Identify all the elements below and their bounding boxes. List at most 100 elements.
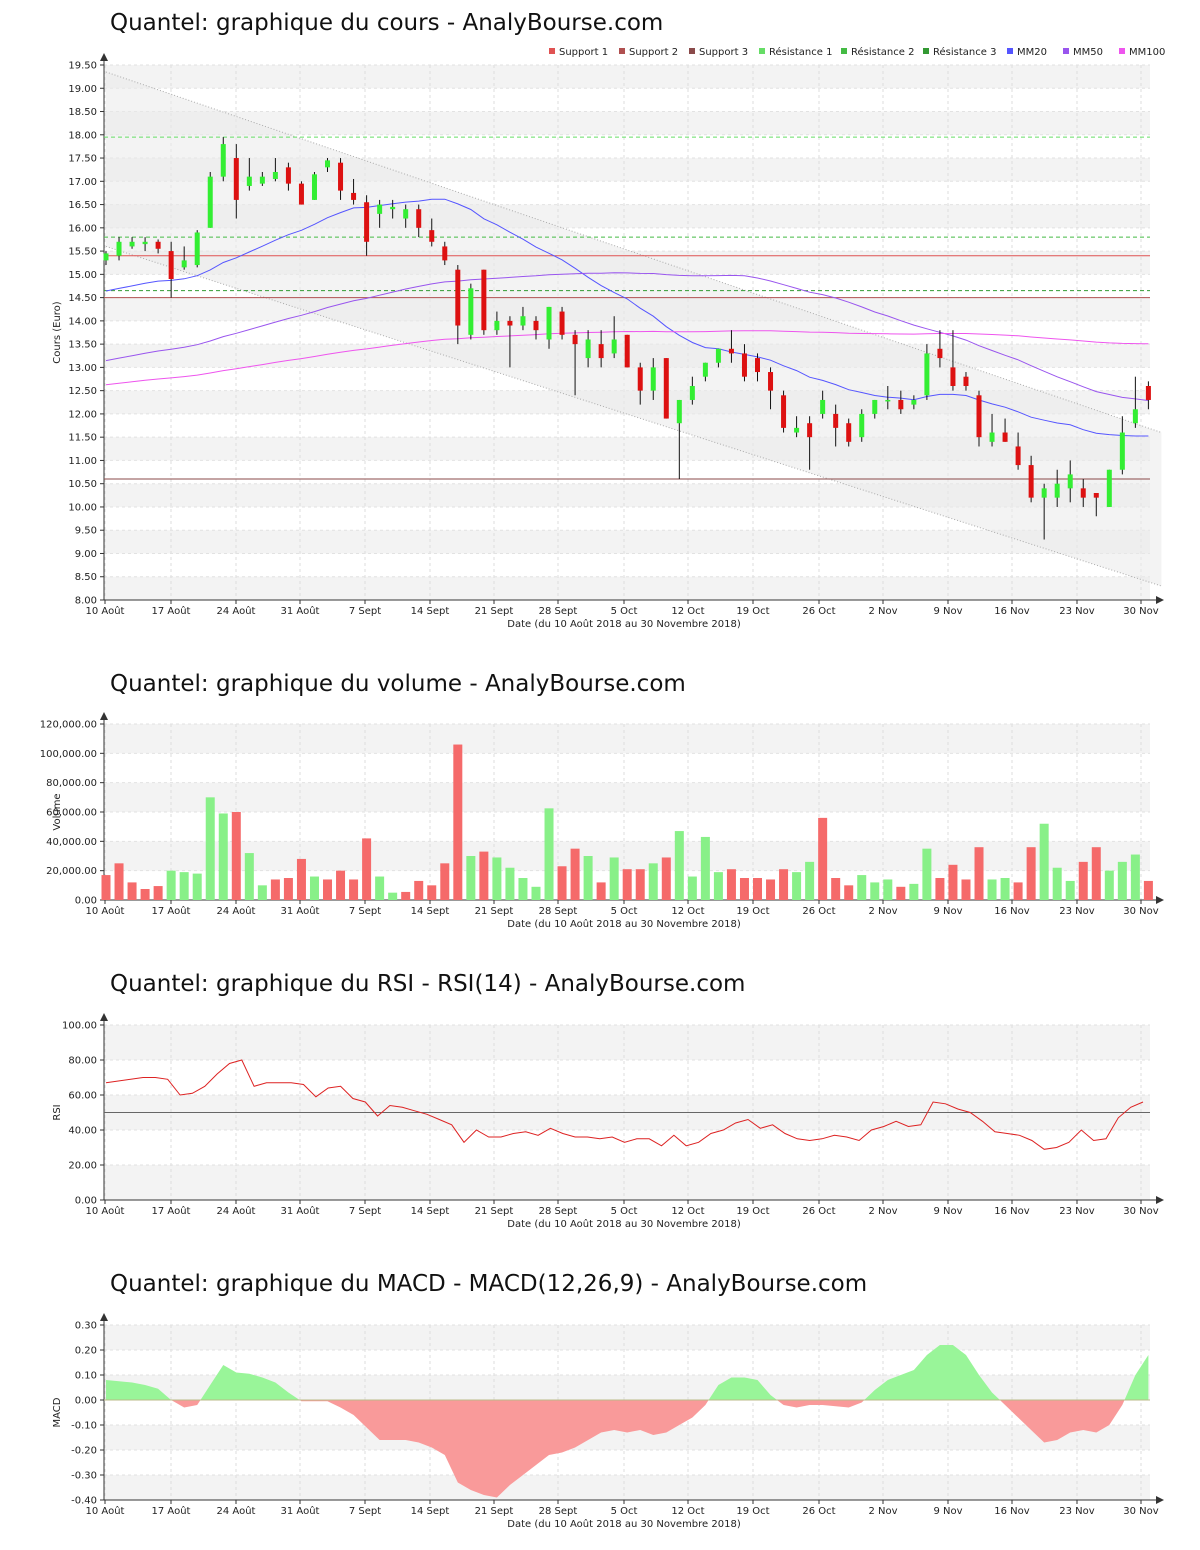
volume-bar xyxy=(427,885,437,900)
macd-ytick-label: -0.10 xyxy=(71,1421,97,1432)
volume-bar xyxy=(362,838,372,900)
candle-body xyxy=(116,241,122,256)
volume-xtick-label: 7 Sept xyxy=(349,906,381,917)
macd-positive-area xyxy=(200,1365,300,1400)
candle-body xyxy=(689,386,695,400)
volume-band xyxy=(104,782,1150,812)
candle-body xyxy=(546,306,552,340)
candle-body xyxy=(194,232,200,266)
volume-bar xyxy=(218,813,228,900)
candle-body xyxy=(820,399,826,414)
volume-bar xyxy=(661,857,671,900)
legend-swatch xyxy=(619,48,625,54)
volume-bar xyxy=(336,870,346,900)
volume-bar xyxy=(479,851,489,900)
volume-bar xyxy=(231,812,241,900)
volume-bar xyxy=(844,885,854,900)
volume-bar xyxy=(1013,882,1023,900)
volume-bar xyxy=(114,863,124,900)
volume-bar xyxy=(766,879,776,900)
candle-body xyxy=(976,395,982,438)
volume-bar xyxy=(440,863,450,900)
macd-ytick-label: 0.00 xyxy=(75,1396,97,1407)
candle-body xyxy=(1054,483,1060,498)
volume-bar xyxy=(883,879,893,900)
mm20-line xyxy=(105,198,1149,437)
candle-body xyxy=(416,209,422,228)
candle-body xyxy=(728,348,734,354)
legend-swatch xyxy=(923,48,929,54)
rsi-xtick-label: 16 Nov xyxy=(994,1206,1030,1217)
macd-positive-area xyxy=(708,1377,778,1400)
macd-xtick-label: 9 Nov xyxy=(933,1506,962,1517)
candle-body xyxy=(1145,386,1151,400)
trend-channel-fill xyxy=(106,71,1162,587)
macd-xtick-label: 2 Nov xyxy=(868,1506,897,1517)
rsi-x-arrow xyxy=(1156,1196,1164,1204)
candle-body xyxy=(429,230,435,242)
volume-bar xyxy=(1143,880,1153,900)
volume-bar xyxy=(296,858,306,900)
price-ytick-label: 11.00 xyxy=(68,456,97,467)
candle-body xyxy=(168,251,174,279)
candle-body xyxy=(572,334,578,345)
macd-ytick-label: 0.30 xyxy=(75,1321,97,1332)
macd-positive-area xyxy=(864,1345,1000,1400)
volume-ytick-label: 120,000.00 xyxy=(40,720,97,731)
rsi-ytick-label: 60.00 xyxy=(68,1091,97,1102)
legend-label: MM20 xyxy=(1017,47,1047,58)
volume-bar xyxy=(753,878,762,900)
candle-body xyxy=(963,376,969,386)
candle-body xyxy=(481,269,487,331)
price-xtick-label: 26 Oct xyxy=(802,606,835,617)
volume-bar xyxy=(1000,878,1010,900)
candle-body xyxy=(885,399,891,402)
rsi-xtick-label: 9 Nov xyxy=(933,1206,962,1217)
rsi-xtick-label: 23 Nov xyxy=(1059,1206,1095,1217)
macd-xtick-label: 10 Août xyxy=(86,1505,125,1517)
volume-xtick-label: 10 Août xyxy=(86,905,125,917)
candle-body xyxy=(989,432,995,442)
macd-positive-area xyxy=(106,1380,172,1400)
volume-bar xyxy=(557,866,567,900)
volume-bar xyxy=(1130,854,1140,900)
volume-chart-title: Quantel: graphique du volume - AnalyBour… xyxy=(110,671,686,697)
candle-body xyxy=(781,395,787,428)
candle-body xyxy=(924,353,930,396)
price-ytick-label: 15.50 xyxy=(68,247,97,258)
candle-body xyxy=(520,316,526,326)
candle-body xyxy=(598,344,604,359)
candle-body xyxy=(1002,432,1008,442)
candle-body xyxy=(220,144,226,177)
rsi-xtick-label: 2 Nov xyxy=(868,1206,897,1217)
volume-xtick-label: 2 Nov xyxy=(868,906,897,917)
price-xtick-label: 5 Oct xyxy=(611,606,638,617)
legend-swatch xyxy=(841,48,847,54)
rsi-xtick-label: 24 Août xyxy=(217,1205,256,1217)
volume-bar xyxy=(726,869,736,900)
volume-bar xyxy=(179,872,189,900)
volume-bar xyxy=(739,878,749,900)
rsi-y-arrow xyxy=(100,1013,108,1021)
volume-bar xyxy=(713,872,723,900)
volume-bar xyxy=(323,879,333,900)
price-band xyxy=(104,65,1150,89)
macd-xtick-label: 14 Sept xyxy=(411,1506,450,1517)
macd-ytick-label: -0.40 xyxy=(71,1496,97,1507)
rsi-xtick-label: 10 Août xyxy=(86,1205,125,1217)
price-ytick-label: 13.00 xyxy=(68,363,97,374)
macd-band xyxy=(104,1325,1150,1350)
volume-xtick-label: 19 Oct xyxy=(736,906,769,917)
volume-bar xyxy=(1065,880,1075,900)
rsi-xtick-label: 17 Août xyxy=(152,1205,191,1217)
price-ytick-label: 11.50 xyxy=(68,433,97,444)
volume-xtick-label: 30 Nov xyxy=(1123,906,1159,917)
candle-body xyxy=(311,174,317,200)
candle-body xyxy=(272,172,278,179)
candle-body xyxy=(1119,432,1125,470)
legend-label: Support 1 xyxy=(559,47,608,58)
volume-ytick-label: 80,000.00 xyxy=(46,778,97,789)
legend-swatch xyxy=(549,48,555,54)
mm50-line xyxy=(105,272,1149,401)
macd-xtick-label: 30 Nov xyxy=(1123,1506,1159,1517)
